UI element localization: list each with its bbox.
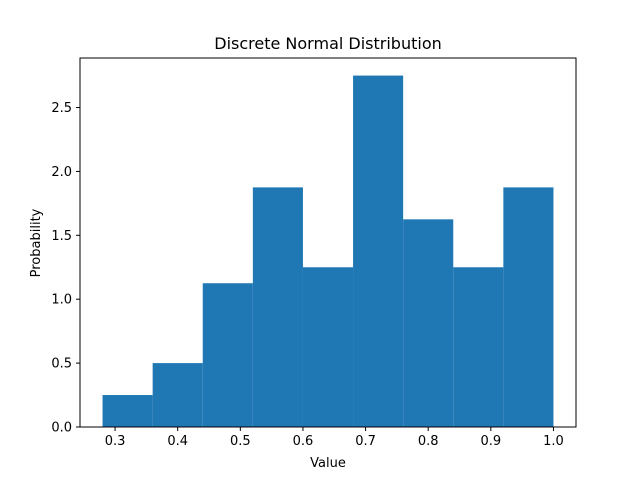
y-tick-label: 1.0 xyxy=(51,293,72,308)
histogram-bar-1 xyxy=(102,395,153,427)
plot-frame xyxy=(79,57,577,428)
x-tick-label: 0.8 xyxy=(418,434,439,449)
y-tick-label: 2.0 xyxy=(51,165,72,180)
y-axis-ticks: 0.0 0.5 1.0 1.5 2.0 2.5 xyxy=(51,101,80,436)
y-tick-label: 1.5 xyxy=(51,229,72,244)
histogram-bar-9 xyxy=(503,187,554,427)
histogram-bar-6 xyxy=(353,75,404,428)
y-axis-label: Probability xyxy=(29,208,44,277)
y-tick-label: 0.5 xyxy=(51,357,72,372)
histogram-bar-8 xyxy=(453,267,504,427)
x-tick-label: 0.9 xyxy=(480,434,501,449)
histogram-bar-2 xyxy=(152,363,203,427)
x-tick-label: 0.6 xyxy=(293,434,314,449)
chart-title: Discrete Normal Distribution xyxy=(214,34,442,53)
x-tick-label: 1.0 xyxy=(543,434,564,449)
x-tick-label: 0.4 xyxy=(167,434,188,449)
x-axis-label: Value xyxy=(310,456,346,471)
bars-group xyxy=(102,75,554,428)
x-tick-label: 0.3 xyxy=(105,434,126,449)
histogram-bar-5 xyxy=(302,267,354,427)
x-tick-label: 0.7 xyxy=(355,434,376,449)
x-axis-ticks: 0.3 0.4 0.5 0.6 0.7 0.8 0.9 1.0 xyxy=(105,427,564,449)
histogram-bar-4 xyxy=(252,187,303,427)
histogram-bar-3 xyxy=(202,283,253,427)
histogram-bar-7 xyxy=(403,219,454,427)
x-tick-label: 0.5 xyxy=(230,434,251,449)
y-tick-label: 0.0 xyxy=(51,421,72,436)
y-tick-label: 2.5 xyxy=(51,101,72,116)
